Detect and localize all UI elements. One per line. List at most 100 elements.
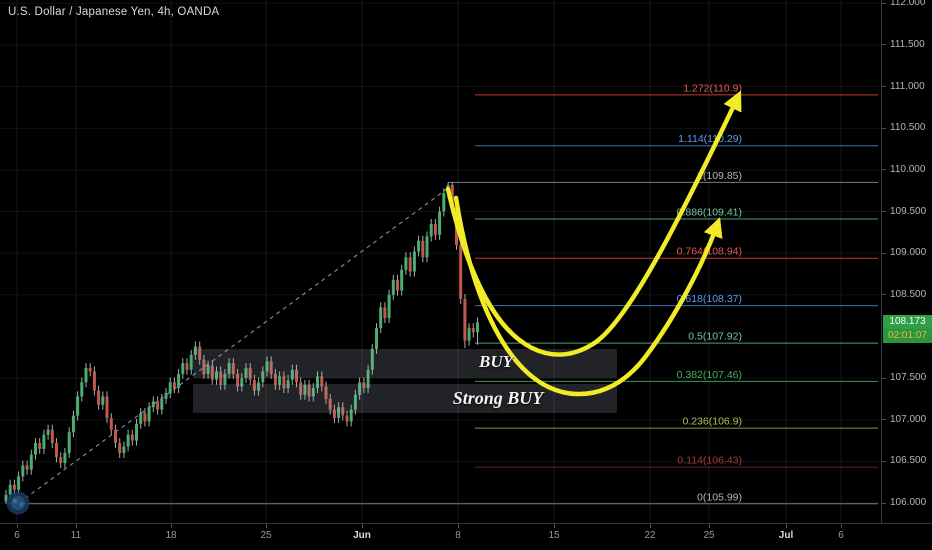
candle-body: [324, 386, 328, 399]
candle-body: [425, 236, 429, 258]
time-tick-mark: [786, 524, 787, 528]
candle-body: [105, 396, 109, 419]
candle-body: [143, 413, 147, 422]
candle-body: [206, 365, 210, 374]
candle-body: [185, 363, 189, 370]
time-tick-label: 18: [165, 530, 177, 541]
watermark-logo: [6, 491, 30, 515]
candle-body: [17, 476, 21, 490]
strong-buy-signal-box[interactable]: [193, 384, 617, 413]
candle-body: [181, 363, 185, 374]
time-tick-mark: [17, 524, 18, 528]
candle-body: [349, 409, 353, 422]
candle-body: [282, 376, 286, 389]
price-tick-mark: [882, 127, 886, 129]
price-tick-mark: [882, 211, 886, 213]
candle-body: [375, 328, 378, 349]
candle-body: [130, 434, 134, 441]
candle-body: [59, 457, 63, 463]
price-tick-mark: [882, 252, 886, 254]
candle-body: [135, 423, 138, 441]
candle-body: [244, 368, 248, 379]
fib-level-label: 0.114(106.43): [677, 455, 742, 467]
candle-body: [97, 390, 101, 405]
price-tick-label: 110.500: [890, 122, 926, 134]
price-tick-label: 108.500: [890, 288, 927, 300]
candle-body: [101, 396, 105, 405]
candle-body: [71, 415, 75, 433]
time-axis[interactable]: 6 11 18 25 Jun 8 15 22 25 Jul 6: [0, 523, 932, 550]
bar-countdown: 02:01:07: [883, 329, 932, 343]
candle-body: [463, 299, 467, 341]
cup-arrow-to-1272[interactable]: [445, 90, 742, 357]
time-tick-mark: [841, 524, 842, 528]
candle-body: [370, 348, 374, 370]
candle-body: [278, 376, 282, 385]
candle-body: [290, 369, 294, 380]
candle-body: [404, 257, 408, 270]
candle-body: [118, 443, 122, 453]
candle-body: [114, 429, 117, 443]
candle-body: [210, 365, 214, 380]
candle-body: [299, 382, 303, 395]
candle-body: [215, 371, 218, 380]
time-tick-mark: [709, 524, 710, 528]
candle-body: [21, 465, 25, 477]
candle-body: [438, 211, 442, 235]
candle-body: [147, 407, 151, 422]
candle-body: [63, 453, 67, 463]
candle-body: [80, 382, 84, 397]
candle-body: [160, 398, 164, 410]
time-tick-mark: [171, 524, 172, 528]
time-tick-mark: [76, 524, 77, 528]
time-tick-mark: [458, 524, 459, 528]
candle-body: [76, 396, 80, 416]
candle-body: [400, 269, 404, 291]
time-tick-label: 25: [260, 530, 272, 541]
time-tick-label: 8: [455, 530, 461, 541]
candle-body: [189, 354, 193, 370]
time-tick-label: 6: [838, 530, 844, 541]
candle-body: [168, 382, 172, 394]
candle-body: [252, 379, 256, 391]
candle-body: [450, 184, 454, 208]
time-tick-mark: [650, 524, 651, 528]
cup-arrow-to-0886[interactable]: [453, 195, 723, 397]
time-tick-mark: [266, 524, 267, 528]
candle-body: [50, 429, 54, 443]
candle-body: [286, 379, 290, 389]
fib-level-label: 0(105.99): [697, 491, 742, 503]
fib-level-label: 0.764(108.94): [677, 246, 742, 258]
candle-body: [417, 240, 421, 252]
strong-buy-signal-label: Strong BUY: [452, 388, 544, 408]
candle-body: [4, 494, 8, 502]
time-tick-label: 11: [70, 530, 82, 541]
candle-body: [156, 401, 160, 410]
candle-body: [362, 382, 366, 389]
price-tick-label: 107.000: [890, 413, 927, 425]
price-tick-label: 111.500: [890, 38, 925, 50]
candle-body: [202, 359, 206, 374]
candle-body: [337, 407, 341, 418]
time-tick-label: 22: [644, 530, 656, 541]
time-tick-mark: [554, 524, 555, 528]
buy-signal-label: BUY: [479, 352, 513, 371]
candle-body: [476, 322, 479, 333]
candle-body: [219, 371, 223, 385]
candle-body: [92, 371, 96, 391]
price-axis[interactable]: 112.000 111.500 111.000 110.500 110.000 109.5…: [881, 0, 932, 523]
trendline[interactable]: [11, 188, 448, 509]
price-tick-label: 112.000: [890, 0, 926, 9]
candle-body: [273, 373, 277, 385]
candle-body: [341, 407, 345, 416]
price-tick-mark: [882, 44, 886, 46]
price-tick-label: 111.000: [890, 80, 925, 92]
fib-level-label: 1(109.85): [697, 170, 742, 182]
current-price-badge: 108.173: [883, 315, 932, 329]
candle-body: [366, 369, 370, 389]
fib-level-label: 1.114(110.29): [678, 133, 742, 145]
price-tick-mark: [882, 294, 886, 296]
candle-body: [231, 363, 235, 374]
time-tick-label: 6: [14, 530, 20, 541]
